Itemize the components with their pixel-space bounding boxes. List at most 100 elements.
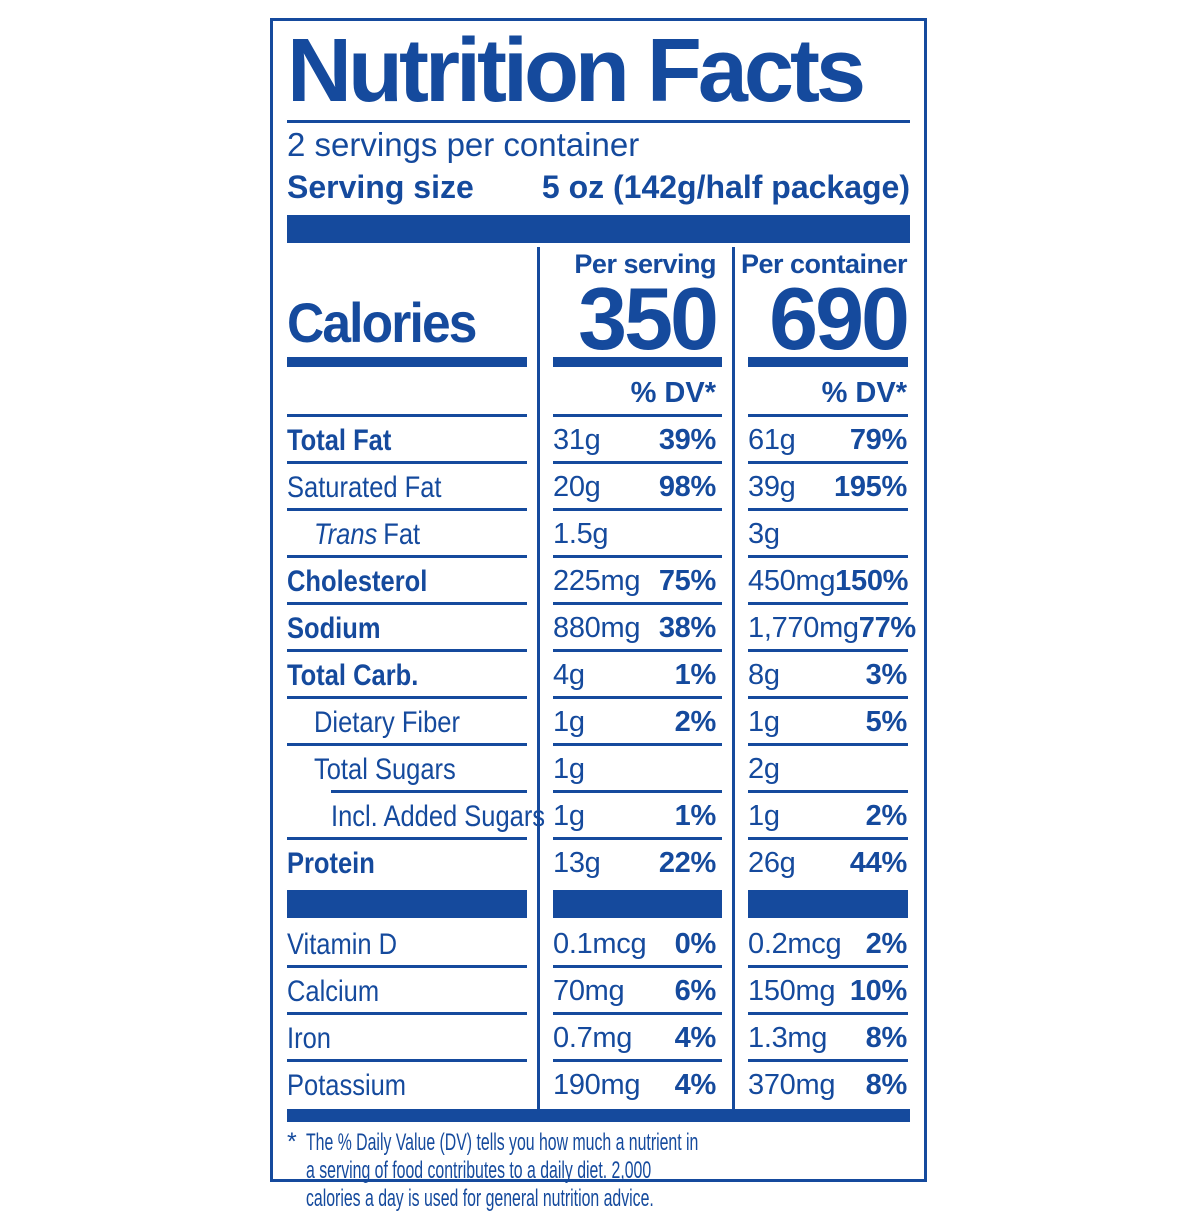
nutrient-name: Saturated Fat: [287, 470, 442, 504]
per-container-dv: 2%: [865, 928, 908, 960]
nutrient-row-sodium: Sodium 880mg 38% 1,770mg 77%: [287, 605, 916, 652]
calories-underline-left: [287, 357, 537, 369]
nutrition-facts-label: Nutrition Facts 2 servings per container…: [270, 18, 927, 1212]
per-serving-column: Per serving 350: [537, 247, 732, 368]
nutrient-name: Sodium: [287, 611, 381, 645]
per-serving-dv: 4%: [674, 1022, 717, 1054]
per-serving-dv: 75%: [658, 565, 716, 597]
calories-underline-serving: [537, 357, 732, 369]
nutrient-name-italic: Trans: [314, 517, 378, 551]
per-serving-dv: 1%: [674, 659, 717, 691]
per-serving-amount: 0.7mg: [553, 1022, 633, 1054]
per-container-amount: 3g: [748, 518, 780, 550]
serving-size-label: Serving size: [287, 169, 474, 205]
per-serving-dv: 4%: [674, 1069, 717, 1101]
calories-per-serving-value: 350: [578, 269, 719, 368]
per-container-dv: 8%: [865, 1022, 908, 1054]
footnote-text: The % Daily Value (DV) tells you how muc…: [305, 1129, 699, 1212]
nutrient-name: Total Carb.: [287, 658, 419, 692]
per-container-dv: 10%: [849, 975, 907, 1007]
per-serving-amount: 190mg: [553, 1069, 641, 1101]
mid-separator-row: [287, 887, 910, 921]
footnote-asterisk: *: [287, 1128, 297, 1156]
per-serving-amount: 1.5g: [553, 518, 609, 550]
per-container-amount: 450mg: [748, 565, 836, 597]
per-container-amount: 1g: [748, 800, 780, 832]
per-container-column: Per container 690: [732, 247, 910, 368]
per-serving-dv: 39%: [658, 424, 716, 456]
per-container-dv: 79%: [849, 424, 907, 456]
per-container-dv: 2%: [865, 800, 908, 832]
title-rule: [287, 120, 910, 123]
per-container-amount: 26g: [748, 847, 796, 879]
servings-per-container: 2 servings per container: [287, 126, 640, 163]
nutrient-name: Cholesterol: [287, 564, 428, 598]
nutrient-name: Incl. Added Sugars: [331, 799, 546, 833]
per-container-dv: 44%: [849, 847, 907, 879]
per-serving-amount: 1g: [553, 706, 585, 738]
vitamin-row-vitamin-d: Vitamin D 0.1mcg 0% 0.2mcg 2%: [287, 921, 910, 968]
per-serving-dv: 1%: [674, 800, 717, 832]
nutrient-name: Total Sugars: [314, 752, 456, 786]
underline-bar: [287, 357, 527, 367]
per-container-amount: 1g: [748, 706, 780, 738]
separator-bar-top: [287, 215, 910, 243]
per-serving-amount: 70mg: [553, 975, 625, 1007]
nutrient-row-dietary-fiber: Dietary Fiber 1g 2% 1g 5%: [287, 699, 910, 746]
footnote: * The % Daily Value (DV) tells you how m…: [287, 1129, 910, 1213]
per-serving-dv: 38%: [658, 612, 716, 644]
per-container-amount: 1,770mg: [748, 612, 859, 644]
mid-separator-bar: [748, 890, 908, 918]
nutrient-row-protein: Protein 13g 22% 26g 44%: [287, 840, 910, 887]
nutrient-row-added-sugars: Incl. Added Sugars 1g 1% 1g 2%: [287, 793, 910, 840]
nutrient-name: Trans Fat: [314, 517, 421, 551]
vitamin-name: Vitamin D: [287, 927, 398, 961]
nutrient-row-total-fat: Total Fat 31g 39% 61g 79%: [287, 417, 910, 464]
dv-header-row: % DV* % DV*: [287, 369, 910, 417]
nutrient-name: Dietary Fiber: [314, 705, 460, 739]
nutrient-row-total-sugars: Total Sugars 1g 2g: [287, 746, 910, 793]
mid-separator-bar: [553, 890, 722, 918]
dv-header-container: % DV*: [732, 369, 910, 417]
nutrient-row-total-carb: Total Carb. 4g 1% 8g 3%: [287, 652, 910, 699]
per-container-amount: 0.2mcg: [748, 928, 842, 960]
vitamin-row-calcium: Calcium 70mg 6% 150mg 10%: [287, 968, 910, 1015]
vitamin-row-potassium: Potassium 190mg 4% 370mg 8%: [287, 1062, 910, 1109]
mid-separator-bar: [287, 890, 527, 918]
per-serving-amount: 225mg: [553, 565, 641, 597]
per-serving-amount: 20g: [553, 471, 601, 503]
nutrient-row-cholesterol: Cholesterol 225mg 75% 450mg 150%: [287, 558, 910, 605]
per-container-dv: 8%: [865, 1069, 908, 1101]
calories-underline-row: [287, 357, 910, 369]
per-serving-header: Per serving: [574, 249, 716, 279]
per-serving-dv: 6%: [674, 975, 717, 1007]
per-container-dv: 195%: [834, 471, 907, 503]
per-container-amount: 39g: [748, 471, 796, 503]
per-serving-amount: 1g: [553, 753, 585, 785]
per-container-amount: 150mg: [748, 975, 836, 1007]
dv-header-serving: % DV*: [537, 369, 732, 417]
underline-bar: [748, 357, 908, 367]
per-container-dv: 150%: [835, 565, 909, 597]
per-serving-amount: 31g: [553, 424, 601, 456]
per-serving-dv: 22%: [658, 847, 716, 879]
per-container-header: Per container: [740, 249, 908, 279]
per-serving-amount: 1g: [553, 800, 585, 832]
vitamin-row-iron: Iron 0.7mg 4% 1.3mg 8%: [287, 1015, 910, 1062]
calories-section: Calories Per serving 350 Per container 6…: [287, 247, 910, 368]
dv-header-spacer: [287, 369, 537, 417]
per-serving-amount: 0.1mcg: [553, 928, 647, 960]
per-serving-dv: 0%: [674, 928, 717, 960]
calories-label: Calories: [287, 291, 477, 354]
per-container-dv: 5%: [865, 706, 908, 738]
calories-per-container-value: 690: [769, 269, 910, 368]
per-container-amount: 8g: [748, 659, 780, 691]
nutrient-name: Protein: [287, 846, 375, 880]
calories-underline-container: [732, 357, 910, 369]
separator-bar-bottom: [287, 1109, 910, 1122]
per-serving-amount: 13g: [553, 847, 601, 879]
per-serving-amount: 880mg: [553, 612, 641, 644]
per-container-amount: 370mg: [748, 1069, 836, 1101]
vitamin-name: Iron: [287, 1021, 331, 1055]
per-serving-dv: 2%: [674, 706, 717, 738]
